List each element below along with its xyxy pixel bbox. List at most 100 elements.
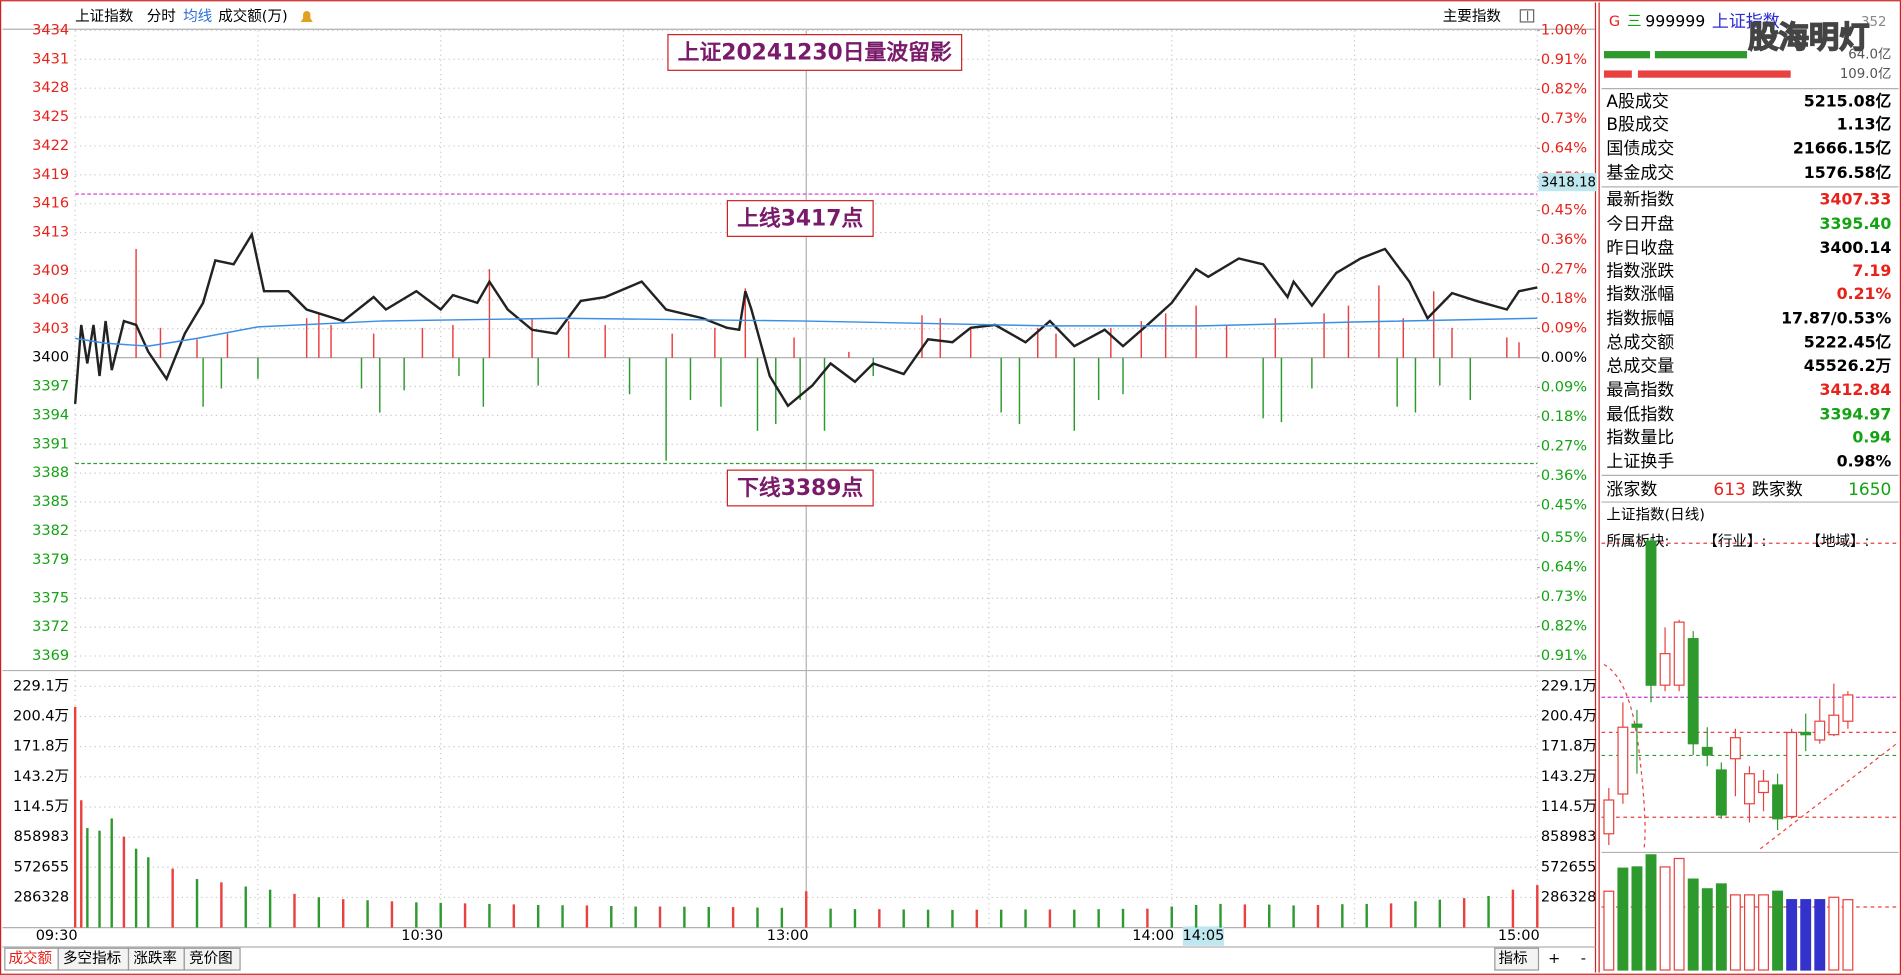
tab-label[interactable]: 多空指标 <box>63 950 121 967</box>
y2-tick-label: 0.09% <box>1541 379 1587 395</box>
y2-tick-label: 0.73% <box>1541 589 1587 605</box>
volume-bar <box>1365 903 1368 928</box>
candle-body <box>1687 638 1699 745</box>
tab-label[interactable]: 涨跌率 <box>133 950 177 967</box>
volume-bar <box>122 836 126 928</box>
row-value: 21666.15亿 <box>1793 139 1892 158</box>
volume-bar <box>488 903 491 928</box>
volume-bar <box>1659 866 1671 971</box>
volume-bar <box>1292 905 1295 928</box>
breadth-bar <box>1262 357 1264 419</box>
breadth-bar <box>799 357 801 401</box>
candle-body <box>1814 720 1826 741</box>
breadth-bar <box>1055 333 1057 358</box>
y2-tick-label: 572655 <box>1541 859 1596 875</box>
volume-bar <box>1715 883 1727 971</box>
volume-bar <box>561 905 564 928</box>
tab-label[interactable]: 成交额 <box>8 949 52 967</box>
row-value: 1.13亿 <box>1837 115 1892 134</box>
volume-bar <box>1414 901 1417 928</box>
y-tick-label: 3409 <box>32 263 69 279</box>
row-value: 3395.40 <box>1820 214 1892 233</box>
breadth-bar <box>939 318 941 358</box>
y-tick-label: 3382 <box>32 523 69 539</box>
volume-bar <box>1701 888 1713 971</box>
x-tick-label: 15:00 <box>1498 928 1540 944</box>
toolbar-item[interactable]: 分时 <box>147 8 176 25</box>
panel-toggle[interactable] <box>1519 9 1535 23</box>
breadth-bar <box>531 318 533 358</box>
menu-icon[interactable]: 三 <box>1627 14 1642 30</box>
tab[interactable] <box>1494 947 1540 971</box>
y-tick-label: 286328 <box>14 889 69 905</box>
volume-bar <box>1073 909 1076 928</box>
toolbar-item[interactable]: 均线 <box>183 8 212 25</box>
volume-bar <box>780 907 784 928</box>
breadth-bar <box>720 357 722 407</box>
flow-bar <box>1637 70 1791 78</box>
volume-bar <box>1024 909 1027 928</box>
volume-bar <box>268 889 272 928</box>
volume-bar <box>1438 899 1442 928</box>
breadth-bar <box>360 357 363 389</box>
volume-bar <box>1462 898 1466 928</box>
breadth-bar <box>1347 305 1350 358</box>
y2-tick-label: 143.2万 <box>1541 769 1597 785</box>
row-value: 5215.08亿 <box>1804 91 1892 110</box>
zoom-button[interactable]: - <box>1581 951 1586 967</box>
volume-bar <box>1800 899 1812 971</box>
y-tick-label: 3425 <box>32 109 69 125</box>
volume-bar <box>1631 866 1643 971</box>
toolbar-item[interactable]: 上证指数 <box>75 8 134 25</box>
price-line <box>73 231 1538 408</box>
toolbar-item[interactable]: 主要指数 <box>1443 8 1502 25</box>
y2-tick-label: 171.8万 <box>1541 739 1597 755</box>
y2-tick-label: 0.82% <box>1541 81 1587 97</box>
breadth-bar <box>1518 342 1520 358</box>
x-tick-label: 09:30 <box>36 928 78 944</box>
volume-bar <box>1814 899 1826 971</box>
breadth-bar <box>689 357 692 401</box>
y-tick-label: 171.8万 <box>13 739 69 755</box>
breadth-bar <box>196 339 198 358</box>
y2-tick-label: 114.5万 <box>1541 799 1597 815</box>
y-tick-label: 3434 <box>32 22 69 38</box>
volume-bar <box>390 901 394 928</box>
y-tick-label: 858983 <box>14 829 69 845</box>
row-value: 0.98% <box>1837 452 1892 471</box>
volume-bar <box>1511 889 1515 928</box>
breadth-bar <box>665 357 667 461</box>
volume-bar <box>1743 894 1755 971</box>
breadth-bar <box>1402 318 1404 358</box>
volume-bar <box>293 893 296 928</box>
volume-bar <box>415 902 418 928</box>
x-tick-label: 10:30 <box>401 928 443 944</box>
volume-bar <box>805 891 808 928</box>
tab[interactable] <box>183 947 241 971</box>
y2-tick-label: 0.27% <box>1541 438 1587 454</box>
tab-label[interactable]: 竞价图 <box>189 949 233 967</box>
volume-bar <box>536 904 540 928</box>
bell-icon[interactable] <box>300 11 313 22</box>
row-label: 总成交额 <box>1606 333 1674 353</box>
breadth-bar <box>202 357 204 407</box>
volume-bar <box>1645 854 1657 971</box>
annotation-box <box>726 200 874 237</box>
volume-bar <box>1487 895 1490 928</box>
y-tick-label: 229.1万 <box>13 678 69 694</box>
breadth-bar <box>1396 357 1398 407</box>
volume-bar <box>110 818 113 928</box>
volume-bar <box>73 706 77 928</box>
toolbar-item[interactable]: 成交额(万) <box>218 7 287 25</box>
breadth-bar <box>1274 318 1277 358</box>
breadth-bar <box>488 269 491 358</box>
breadth-bar <box>1018 357 1021 425</box>
tab-label[interactable]: 指标 <box>1498 950 1527 967</box>
annotation: 【地域】: <box>1806 533 1869 550</box>
row-value: 1576.58亿 <box>1804 163 1892 182</box>
breadth-bar <box>1506 337 1508 358</box>
volume-bar <box>1219 903 1222 928</box>
zoom-button[interactable]: + <box>1548 951 1560 967</box>
y-tick-label: 200.4万 <box>13 708 69 724</box>
